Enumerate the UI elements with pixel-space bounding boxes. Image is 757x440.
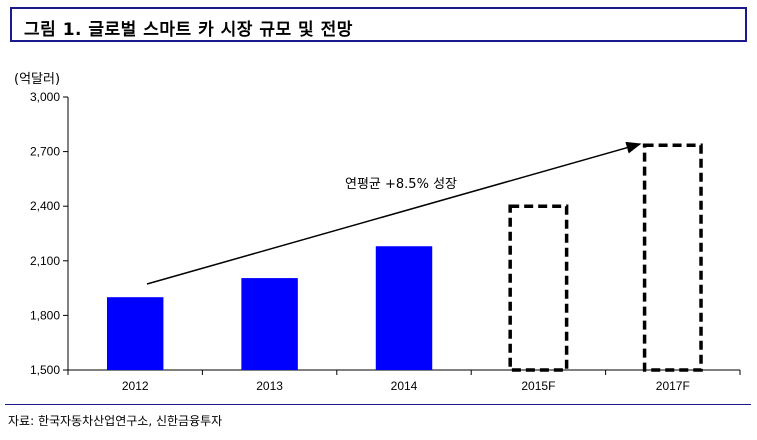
title-box: 그림 1. 글로벌 스마트 카 시장 규모 및 전망 bbox=[10, 7, 747, 42]
y-tick-label: 2,100 bbox=[30, 254, 60, 268]
bar bbox=[241, 278, 298, 370]
bar-chart: 1,500 1,800 2,100 2,400 2,700 3,000 2012 2013 2… bbox=[30, 90, 741, 393]
y-tick-label: 1,800 bbox=[30, 308, 60, 322]
bar-forecast bbox=[508, 204, 569, 372]
bar bbox=[375, 246, 433, 370]
x-tick-label: 2013 bbox=[256, 379, 283, 393]
bar bbox=[106, 297, 164, 370]
x-tick-label: 2015F bbox=[521, 379, 555, 393]
y-axis-unit-label: (억달러) bbox=[14, 72, 61, 87]
bar-forecast bbox=[642, 143, 703, 372]
y-tick-label: 2,400 bbox=[30, 199, 60, 213]
growth-trend-arrow bbox=[146, 141, 642, 285]
figure-title: 그림 1. 글로벌 스마트 카 시장 규모 및 전망 bbox=[24, 20, 353, 40]
source-divider bbox=[5, 404, 751, 405]
y-tick-label: 2,700 bbox=[30, 145, 60, 159]
source-note: 자료: 한국자동차산업연구소, 신한금융투자 bbox=[8, 414, 223, 428]
growth-annotation: 연평균 +8.5% 성장 bbox=[345, 177, 457, 192]
y-tick-label: 3,000 bbox=[30, 90, 60, 104]
x-tick-label: 2012 bbox=[122, 379, 149, 393]
y-tick-label: 1,500 bbox=[30, 363, 60, 377]
x-tick-label: 2014 bbox=[391, 379, 418, 393]
x-tick-label: 2017F bbox=[656, 379, 690, 393]
